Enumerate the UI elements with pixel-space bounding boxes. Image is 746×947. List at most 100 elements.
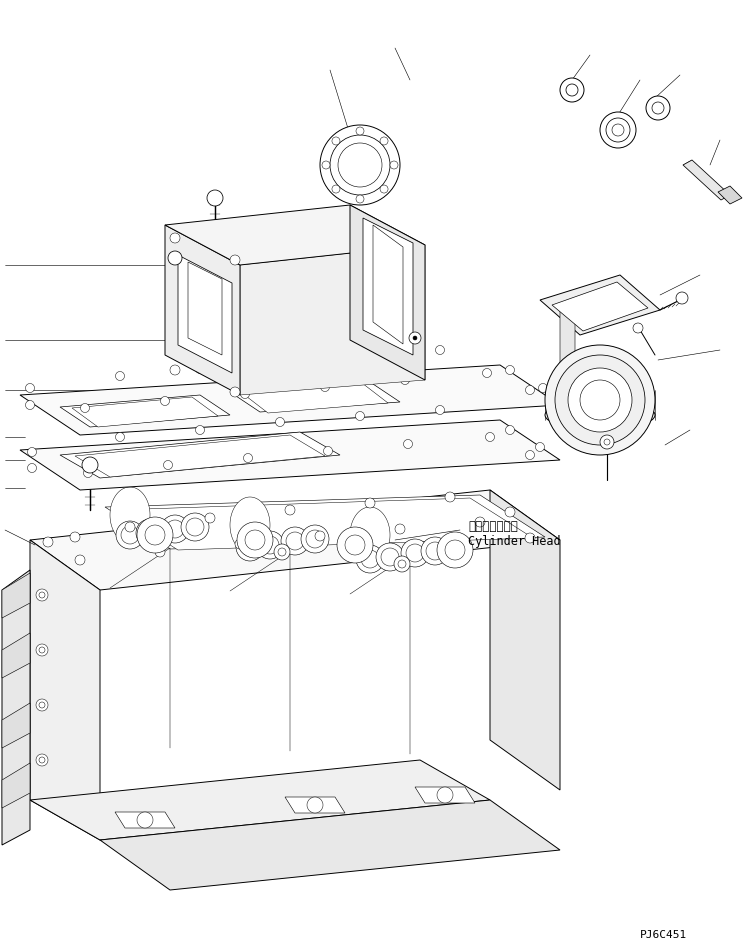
- Circle shape: [170, 233, 180, 243]
- Polygon shape: [373, 225, 403, 344]
- Polygon shape: [100, 800, 560, 890]
- Circle shape: [301, 525, 329, 553]
- Circle shape: [426, 542, 444, 560]
- Polygon shape: [2, 570, 30, 845]
- Circle shape: [116, 433, 125, 441]
- Circle shape: [525, 385, 534, 395]
- Polygon shape: [350, 507, 390, 563]
- Polygon shape: [683, 160, 730, 200]
- Circle shape: [307, 797, 323, 813]
- Circle shape: [116, 521, 144, 549]
- Circle shape: [356, 412, 365, 420]
- Circle shape: [81, 403, 90, 413]
- Circle shape: [505, 507, 515, 517]
- Circle shape: [600, 112, 636, 148]
- Circle shape: [275, 418, 284, 426]
- Circle shape: [342, 147, 378, 183]
- Circle shape: [560, 78, 584, 102]
- Text: シリンダヘッド: シリンダヘッド: [468, 520, 518, 533]
- Polygon shape: [285, 797, 345, 813]
- Circle shape: [436, 405, 445, 415]
- Circle shape: [604, 439, 610, 445]
- Polygon shape: [560, 304, 575, 425]
- Circle shape: [168, 251, 182, 265]
- Ellipse shape: [545, 400, 655, 430]
- Circle shape: [350, 155, 370, 175]
- Polygon shape: [2, 763, 30, 808]
- Circle shape: [137, 812, 153, 828]
- Circle shape: [652, 102, 664, 114]
- Circle shape: [676, 292, 688, 304]
- Circle shape: [166, 520, 184, 538]
- Circle shape: [230, 387, 240, 397]
- Polygon shape: [165, 225, 240, 395]
- Circle shape: [306, 530, 324, 548]
- Circle shape: [536, 442, 545, 452]
- Circle shape: [241, 538, 259, 556]
- Text: PJ6C451: PJ6C451: [640, 930, 687, 940]
- Polygon shape: [718, 186, 742, 204]
- Circle shape: [39, 592, 45, 598]
- Circle shape: [155, 547, 165, 557]
- Polygon shape: [363, 218, 413, 355]
- Circle shape: [365, 498, 375, 508]
- Circle shape: [281, 527, 309, 555]
- Circle shape: [181, 513, 209, 541]
- Circle shape: [332, 185, 340, 193]
- Circle shape: [606, 118, 630, 142]
- Polygon shape: [230, 497, 270, 553]
- Polygon shape: [188, 262, 222, 355]
- Circle shape: [600, 435, 614, 449]
- Circle shape: [612, 124, 624, 136]
- Circle shape: [240, 389, 249, 399]
- Circle shape: [337, 527, 373, 563]
- Circle shape: [84, 469, 93, 477]
- Polygon shape: [72, 397, 218, 427]
- Circle shape: [437, 532, 473, 568]
- Circle shape: [236, 533, 264, 561]
- Circle shape: [475, 517, 485, 527]
- Circle shape: [361, 550, 379, 568]
- Circle shape: [278, 548, 286, 556]
- Circle shape: [275, 358, 284, 366]
- Polygon shape: [60, 395, 230, 427]
- Circle shape: [25, 401, 34, 409]
- Circle shape: [28, 463, 37, 473]
- Circle shape: [409, 332, 421, 344]
- Polygon shape: [2, 573, 30, 618]
- Circle shape: [646, 96, 670, 120]
- Circle shape: [445, 492, 455, 502]
- Polygon shape: [20, 365, 560, 435]
- Polygon shape: [178, 255, 232, 373]
- Polygon shape: [30, 490, 560, 590]
- Circle shape: [401, 376, 410, 384]
- Circle shape: [356, 351, 365, 361]
- Circle shape: [315, 531, 325, 541]
- Circle shape: [285, 505, 295, 515]
- Ellipse shape: [545, 345, 655, 455]
- Circle shape: [525, 533, 535, 543]
- Circle shape: [394, 556, 410, 572]
- Polygon shape: [165, 205, 425, 265]
- Circle shape: [163, 460, 172, 470]
- Circle shape: [445, 540, 465, 560]
- Polygon shape: [30, 760, 490, 840]
- Circle shape: [376, 543, 404, 571]
- Circle shape: [395, 524, 405, 534]
- Polygon shape: [2, 703, 30, 748]
- Polygon shape: [242, 383, 388, 413]
- Ellipse shape: [555, 355, 645, 445]
- Circle shape: [330, 135, 390, 195]
- Circle shape: [161, 515, 189, 543]
- Polygon shape: [105, 495, 545, 549]
- Ellipse shape: [568, 368, 632, 432]
- Circle shape: [332, 137, 340, 145]
- Circle shape: [243, 454, 252, 462]
- Polygon shape: [350, 205, 425, 380]
- Circle shape: [82, 457, 98, 473]
- Circle shape: [256, 531, 284, 559]
- Circle shape: [39, 757, 45, 763]
- Circle shape: [170, 365, 180, 375]
- Circle shape: [39, 702, 45, 708]
- Circle shape: [136, 519, 164, 547]
